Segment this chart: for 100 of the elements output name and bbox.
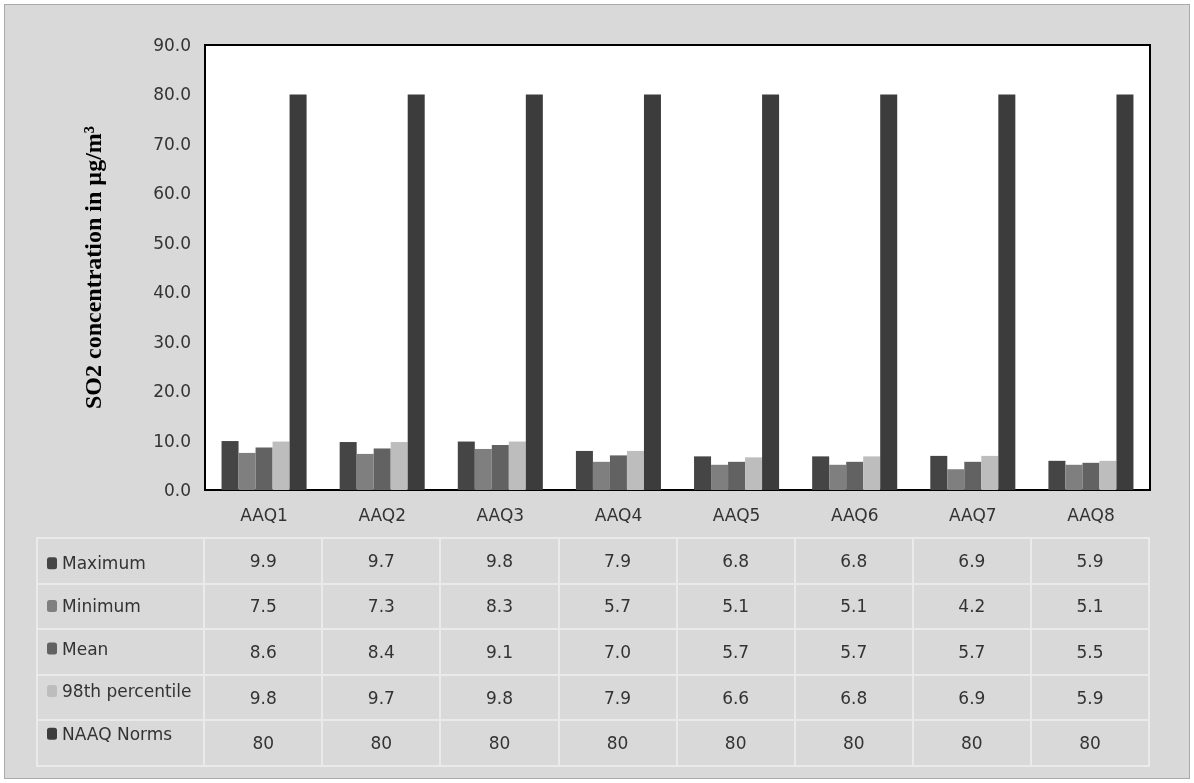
bar — [491, 445, 509, 490]
x-tick-label: AAQ4 — [594, 504, 643, 525]
y-tick-label: 30.0 — [153, 331, 191, 352]
data-label: 6.8 — [676, 538, 795, 584]
bar — [255, 447, 273, 490]
y-tick-label: 10.0 — [153, 430, 191, 451]
bar — [812, 456, 830, 490]
bar — [711, 464, 729, 490]
bar — [626, 450, 644, 490]
legend-label: Minimum — [62, 595, 141, 616]
bar — [998, 94, 1016, 490]
bar — [221, 441, 239, 490]
data-label: 80 — [204, 720, 323, 766]
bar — [1048, 460, 1066, 490]
data-label: 9.7 — [322, 674, 441, 721]
bar — [1116, 94, 1134, 490]
data-label: 80 — [676, 720, 795, 766]
data-label: 5.7 — [676, 629, 795, 675]
data-label: 5.1 — [794, 583, 913, 630]
x-tick-label: AAQ1 — [240, 504, 288, 525]
y-tick-label: 80.0 — [153, 84, 191, 105]
bar — [356, 453, 374, 490]
data-label: 9.8 — [440, 674, 559, 721]
data-label: 5.1 — [676, 583, 795, 630]
bar — [880, 94, 898, 490]
bar — [592, 461, 610, 490]
data-label: 80 — [1030, 720, 1149, 766]
bar — [339, 442, 357, 490]
bar — [474, 448, 492, 490]
data-label: 7.5 — [204, 583, 323, 630]
x-tick-label: AAQ7 — [948, 504, 997, 525]
data-label: 80 — [912, 720, 1031, 766]
y-tick-label: 90.0 — [153, 35, 191, 55]
y-tick-label: 0.0 — [163, 480, 191, 500]
bar — [272, 441, 290, 490]
bar — [390, 442, 408, 490]
bar — [1099, 460, 1117, 490]
y-tick-label: 60.0 — [153, 183, 191, 204]
y-tick-label: 50.0 — [153, 232, 191, 253]
bar — [643, 94, 661, 490]
y-tick-label: 70.0 — [153, 133, 191, 154]
bar — [575, 450, 593, 490]
bar — [1082, 462, 1100, 490]
data-label: 4.2 — [912, 583, 1031, 630]
data-label: 5.7 — [912, 629, 1031, 675]
y-tick-label: 20.0 — [153, 381, 191, 402]
data-label: 80 — [322, 720, 441, 766]
x-tick-label: AAQ8 — [1067, 504, 1115, 525]
x-tick-label: AAQ5 — [712, 504, 761, 525]
bar — [829, 464, 847, 490]
data-label: 5.5 — [1030, 629, 1149, 675]
legend-label: NAAQ Norms — [62, 723, 173, 744]
data-label: 6.9 — [912, 538, 1031, 584]
bar — [525, 94, 543, 490]
bar — [694, 456, 712, 490]
y-tick-label: 40.0 — [153, 282, 191, 303]
bar — [947, 469, 965, 490]
data-label: 5.7 — [558, 583, 677, 630]
data-label: 6.8 — [794, 538, 913, 584]
bar — [863, 456, 881, 490]
bar — [407, 94, 425, 490]
y-axis-title: SO2 concentration in µg/m³ — [80, 125, 106, 410]
data-label: 9.9 — [204, 538, 323, 584]
x-tick-label: AAQ6 — [830, 504, 879, 525]
x-tick-label: AAQ2 — [358, 504, 407, 525]
bar — [457, 441, 475, 490]
x-tick-label: AAQ3 — [476, 504, 525, 525]
legend-label: Mean — [62, 638, 109, 659]
data-label: 7.0 — [558, 629, 677, 675]
bar — [846, 461, 864, 490]
bar — [981, 455, 999, 490]
data-label: 6.9 — [912, 674, 1031, 721]
legend-label: Maximum — [62, 553, 146, 574]
bar — [373, 448, 391, 490]
data-label: 6.6 — [676, 674, 795, 721]
data-label: 80 — [794, 720, 913, 766]
data-label: 80 — [558, 720, 677, 766]
data-label: 8.6 — [204, 629, 323, 675]
data-label: 9.8 — [440, 538, 559, 584]
data-label: 80 — [440, 720, 559, 766]
data-label: 9.8 — [204, 674, 323, 721]
bar — [762, 94, 780, 490]
bar — [508, 441, 526, 490]
bar — [930, 455, 948, 490]
legend-label: 98th percentile — [62, 681, 192, 702]
data-label: 5.9 — [1030, 538, 1149, 584]
bar — [289, 94, 307, 490]
bar — [728, 461, 746, 490]
bar — [238, 452, 256, 490]
data-label: 5.9 — [1030, 674, 1149, 721]
data-label: 7.9 — [558, 538, 677, 584]
data-label: 7.3 — [322, 583, 441, 630]
data-label: 7.9 — [558, 674, 677, 721]
data-label: 8.4 — [322, 629, 441, 675]
data-label: 9.1 — [440, 629, 559, 675]
bar — [609, 455, 627, 490]
bar — [745, 457, 763, 490]
data-label: 6.8 — [794, 674, 913, 721]
data-label: 5.1 — [1030, 583, 1149, 630]
data-label: 9.7 — [322, 538, 441, 584]
